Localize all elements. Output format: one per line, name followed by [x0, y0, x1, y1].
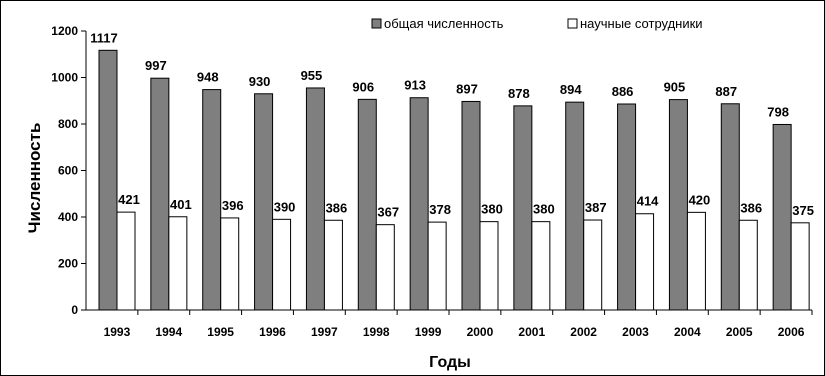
bar-total — [202, 89, 222, 311]
x-tick-label: 1999 — [415, 325, 442, 339]
bar-researchers — [531, 221, 551, 311]
data-labels-layer: 1117 421 997 401 948 396 930 390 955 386 906 367 913… — [90, 30, 814, 219]
bar-researchers — [375, 224, 395, 311]
y-tick-label: 800 — [58, 117, 78, 131]
bar-researchers — [635, 213, 655, 311]
x-tick-label: 2003 — [622, 325, 649, 339]
data-label: 886 — [612, 84, 634, 99]
data-label: 380 — [481, 202, 503, 217]
x-tick-label: 2004 — [674, 325, 701, 339]
data-label: 930 — [249, 74, 271, 89]
data-label: 997 — [145, 58, 167, 73]
data-label: 380 — [533, 202, 555, 217]
y-tick-label: 1200 — [51, 24, 78, 38]
x-tick-label: 2005 — [726, 325, 753, 339]
data-label: 367 — [377, 205, 399, 220]
bar-researchers — [427, 221, 447, 311]
data-label: 386 — [326, 200, 348, 215]
bar-researchers — [116, 211, 136, 311]
bars-layer — [98, 49, 810, 311]
x-tick-label: 1994 — [155, 325, 182, 339]
data-label: 386 — [740, 200, 762, 215]
data-label: 421 — [118, 192, 140, 207]
data-label: 414 — [637, 194, 659, 209]
y-axis-ticks: 0 200 400 600 800 1000 1200 — [51, 24, 78, 317]
legend-swatch — [567, 18, 578, 29]
data-label: 396 — [222, 198, 244, 213]
data-label: 401 — [170, 197, 192, 212]
data-label: 878 — [508, 86, 530, 101]
x-axis-ticks: 1993 1994 1995 1996 1997 1998 1999 2000 2001 2002… — [104, 325, 805, 339]
bar-total — [668, 99, 688, 311]
bar-researchers — [168, 216, 188, 311]
y-tick-label: 0 — [71, 303, 78, 317]
data-label: 798 — [767, 104, 789, 119]
data-label: 906 — [352, 79, 374, 94]
data-label: 894 — [560, 82, 582, 97]
bar-total — [98, 49, 118, 311]
x-tick-label: 1997 — [311, 325, 338, 339]
y-axis-title: Численность — [25, 123, 44, 234]
bar-researchers — [479, 221, 499, 311]
legend-label: общая численность — [384, 16, 504, 31]
y-tick-label: 400 — [58, 210, 78, 224]
x-tick-label: 2006 — [778, 325, 805, 339]
y-tick-label: 1000 — [51, 71, 78, 85]
x-tick-label: 1998 — [363, 325, 390, 339]
bar-researchers — [686, 211, 706, 311]
bar-researchers — [220, 217, 240, 311]
bar-researchers — [790, 222, 810, 311]
bar-total — [565, 101, 585, 311]
legend-label: научные сотрудники — [580, 16, 703, 31]
bar-total — [305, 87, 325, 311]
x-tick-label: 1993 — [104, 325, 131, 339]
bar-total — [409, 97, 429, 311]
bar-total — [720, 103, 740, 311]
x-tick-label: 2000 — [467, 325, 494, 339]
data-label: 887 — [715, 84, 737, 99]
axes-layer — [81, 30, 813, 315]
data-label: 420 — [689, 192, 711, 207]
data-label: 948 — [197, 70, 219, 85]
data-label: 905 — [664, 80, 686, 95]
data-label: 390 — [274, 199, 296, 214]
data-label: 897 — [456, 81, 478, 96]
x-tick-label: 2001 — [518, 325, 545, 339]
bar-total — [357, 98, 377, 311]
bar-researchers — [738, 219, 758, 311]
x-axis-title: Годы — [429, 354, 471, 371]
x-tick-label: 1995 — [207, 325, 234, 339]
data-label: 378 — [429, 202, 451, 217]
bar-total — [772, 123, 792, 311]
bar-researchers — [323, 219, 343, 311]
data-label: 955 — [301, 68, 323, 83]
data-label: 387 — [585, 200, 607, 215]
bar-researchers — [272, 218, 292, 311]
bar-total — [150, 77, 170, 311]
y-tick-label: 200 — [58, 257, 78, 271]
data-label: 913 — [404, 78, 426, 93]
x-tick-label: 1996 — [259, 325, 286, 339]
legend: общая численность научные сотрудники — [371, 16, 703, 31]
data-label: 375 — [792, 203, 814, 218]
bar-total — [461, 100, 481, 311]
x-tick-label: 2002 — [570, 325, 597, 339]
legend-swatch — [371, 18, 382, 29]
bar-total — [513, 105, 533, 311]
y-tick-label: 600 — [58, 164, 78, 178]
bar-total — [254, 93, 274, 311]
bar-researchers — [583, 219, 603, 311]
data-label: 1117 — [90, 30, 118, 45]
bar-total — [617, 103, 637, 311]
